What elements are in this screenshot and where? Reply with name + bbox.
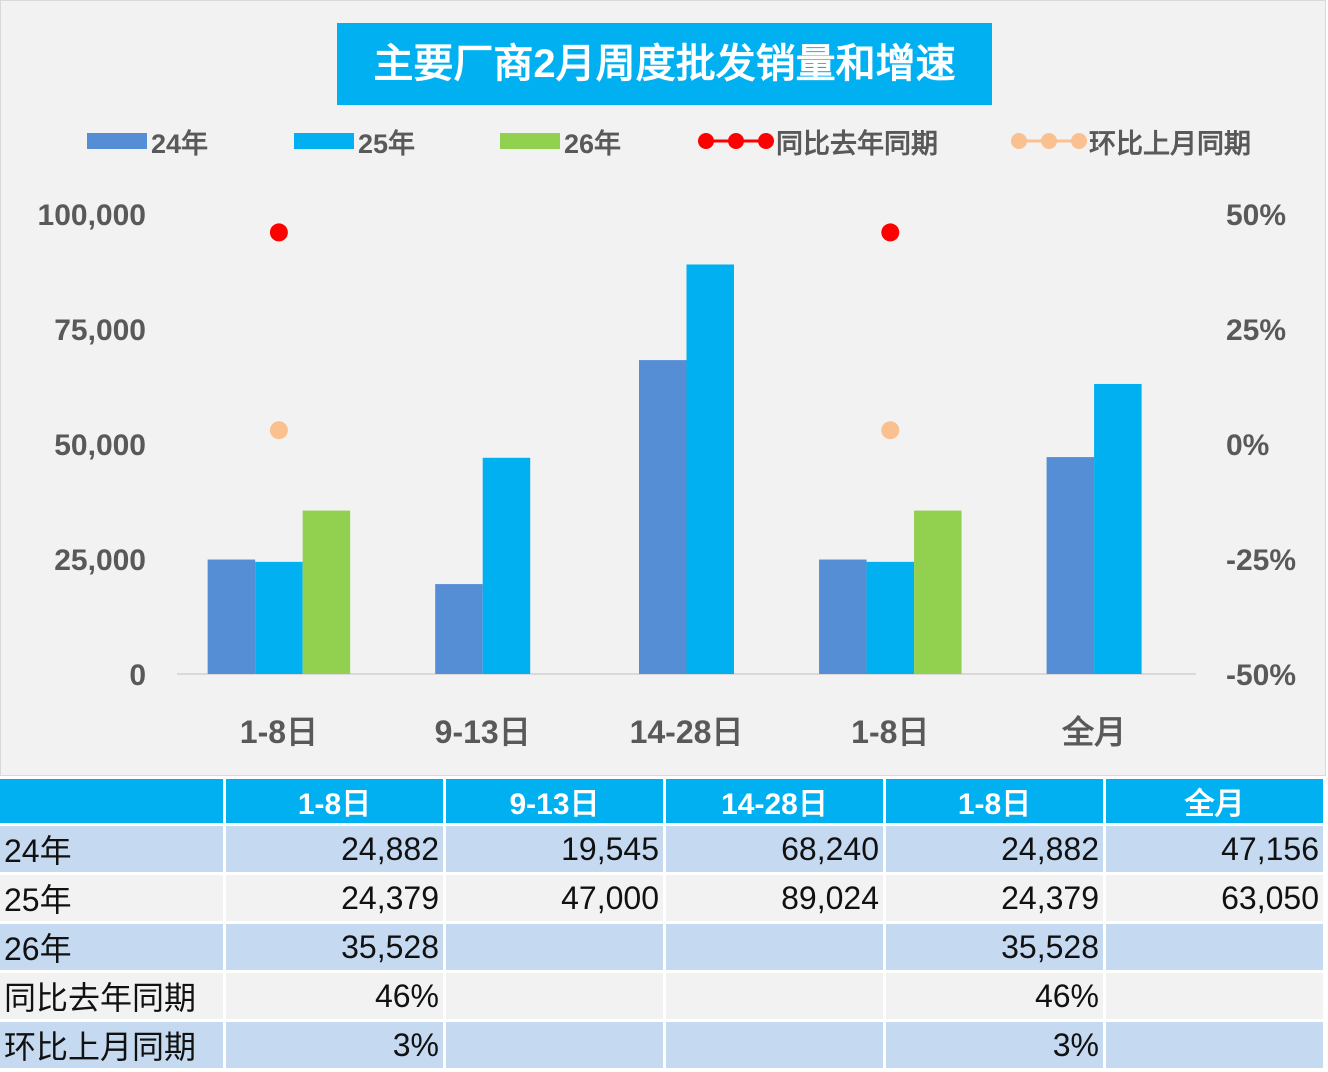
y-tick-label: 75,000 [54,314,146,347]
cell [666,973,883,1019]
y2-tick-label: 0% [1226,429,1269,462]
bar-24年 [639,360,687,674]
cell: 3% [226,1022,443,1068]
x-tick-label: 14-28日 [630,714,744,750]
header-cell [0,779,223,823]
row-label: 环比上月同期 [0,1022,223,1068]
cell: 24,379 [886,875,1103,921]
row-label: 同比去年同期 [0,973,223,1019]
cell: 47,000 [446,875,663,921]
row-label: 25年 [0,875,223,921]
data-table: 1-8日 9-13日 14-28日 1-8日 全月 24年 24,882 19,… [0,776,1326,1071]
cell: 46% [886,973,1103,1019]
marker-同比去年同期 [881,223,900,242]
legend-label: 26年 [564,128,622,159]
legend-label: 25年 [358,128,416,159]
cell [1106,924,1323,970]
legend-item-24: 24年 [87,123,208,159]
legend-marker [698,133,774,149]
chart-area: 100,000 75,000 50,000 25,000 0 50% 25% 0% -25% -5… [0,0,1326,776]
legend-item-mom: 环比上月同期 [1011,123,1251,159]
bar-24年 [1046,457,1095,674]
x-tick-label: 1-8日 [851,714,929,750]
bar-24年 [819,559,867,674]
x-tick-label: 9-13日 [435,714,531,750]
bar-26年 [914,510,962,674]
legend-label: 同比去年同期 [776,128,938,159]
header-cell: 1-8日 [886,779,1103,823]
table-row: 环比上月同期 3% 3% [0,1022,1323,1068]
cell: 3% [886,1022,1103,1068]
cell: 24,882 [226,826,443,872]
cell [1106,973,1323,1019]
y-tick-label: 0 [129,659,146,692]
legend-swatch [294,133,354,149]
table-row: 25年 24,379 47,000 89,024 24,379 63,050 [0,875,1323,921]
cell [666,1022,883,1068]
legend-item-25: 25年 [294,123,415,159]
legend-label: 环比上月同期 [1089,128,1251,159]
legend-swatch [87,133,147,149]
combo-chart: 100,000 75,000 50,000 25,000 0 50% 25% 0% -25% -5… [38,199,1297,750]
cell [1106,1022,1323,1068]
cell: 46% [226,973,443,1019]
cell: 24,882 [886,826,1103,872]
marker-同比去年同期 [269,223,288,242]
header-cell: 14-28日 [666,779,883,823]
table-header-row: 1-8日 9-13日 14-28日 1-8日 全月 [0,779,1323,823]
y2-tick-label: 25% [1226,314,1286,347]
legend-swatch [500,133,560,149]
legend-item-26: 26年 [500,123,621,159]
cell: 19,545 [446,826,663,872]
cell [446,973,663,1019]
legend-label: 24年 [151,128,209,159]
cell: 24,379 [226,875,443,921]
cell [446,924,663,970]
header-cell: 9-13日 [446,779,663,823]
y-tick-label: 25,000 [54,544,146,577]
marker-环比上月同期 [269,421,288,440]
bar-25年 [686,264,734,674]
legend-marker [1011,133,1087,149]
table-row: 26年 35,528 35,528 [0,924,1323,970]
y2-tick-label: -25% [1226,544,1296,577]
header-cell: 1-8日 [226,779,443,823]
bar-24年 [207,559,256,674]
table-row: 同比去年同期 46% 46% [0,973,1323,1019]
x-tick-label: 全月 [1061,714,1126,750]
cell: 68,240 [666,826,883,872]
bar-26年 [302,510,351,674]
y-tick-label: 100,000 [38,199,146,232]
bar-24年 [435,584,483,674]
row-label: 24年 [0,826,223,872]
bar-25年 [866,561,915,674]
x-tick-label: 1-8日 [240,714,318,750]
chart-title: 主要厂商2月周度批发销量和增速 [337,23,992,105]
legend-item-yoy: 同比去年同期 [698,123,938,159]
cell [666,924,883,970]
header-cell: 全月 [1106,779,1323,823]
y2-tick-label: 50% [1226,199,1286,232]
row-label: 26年 [0,924,223,970]
bar-25年 [255,561,303,674]
cell: 35,528 [886,924,1103,970]
marker-环比上月同期 [881,421,900,440]
y-tick-label: 50,000 [54,429,146,462]
cell: 35,528 [226,924,443,970]
cell: 63,050 [1106,875,1323,921]
table-row: 24年 24,882 19,545 68,240 24,882 47,156 [0,826,1323,872]
y2-tick-label: -50% [1226,659,1296,692]
legend: 24年 25年 26年 同比去年同期 环比上月同期 [1,123,1327,159]
cell [446,1022,663,1068]
bar-25年 [482,457,531,674]
cell: 89,024 [666,875,883,921]
cell: 47,156 [1106,826,1323,872]
bar-25年 [1094,383,1142,674]
